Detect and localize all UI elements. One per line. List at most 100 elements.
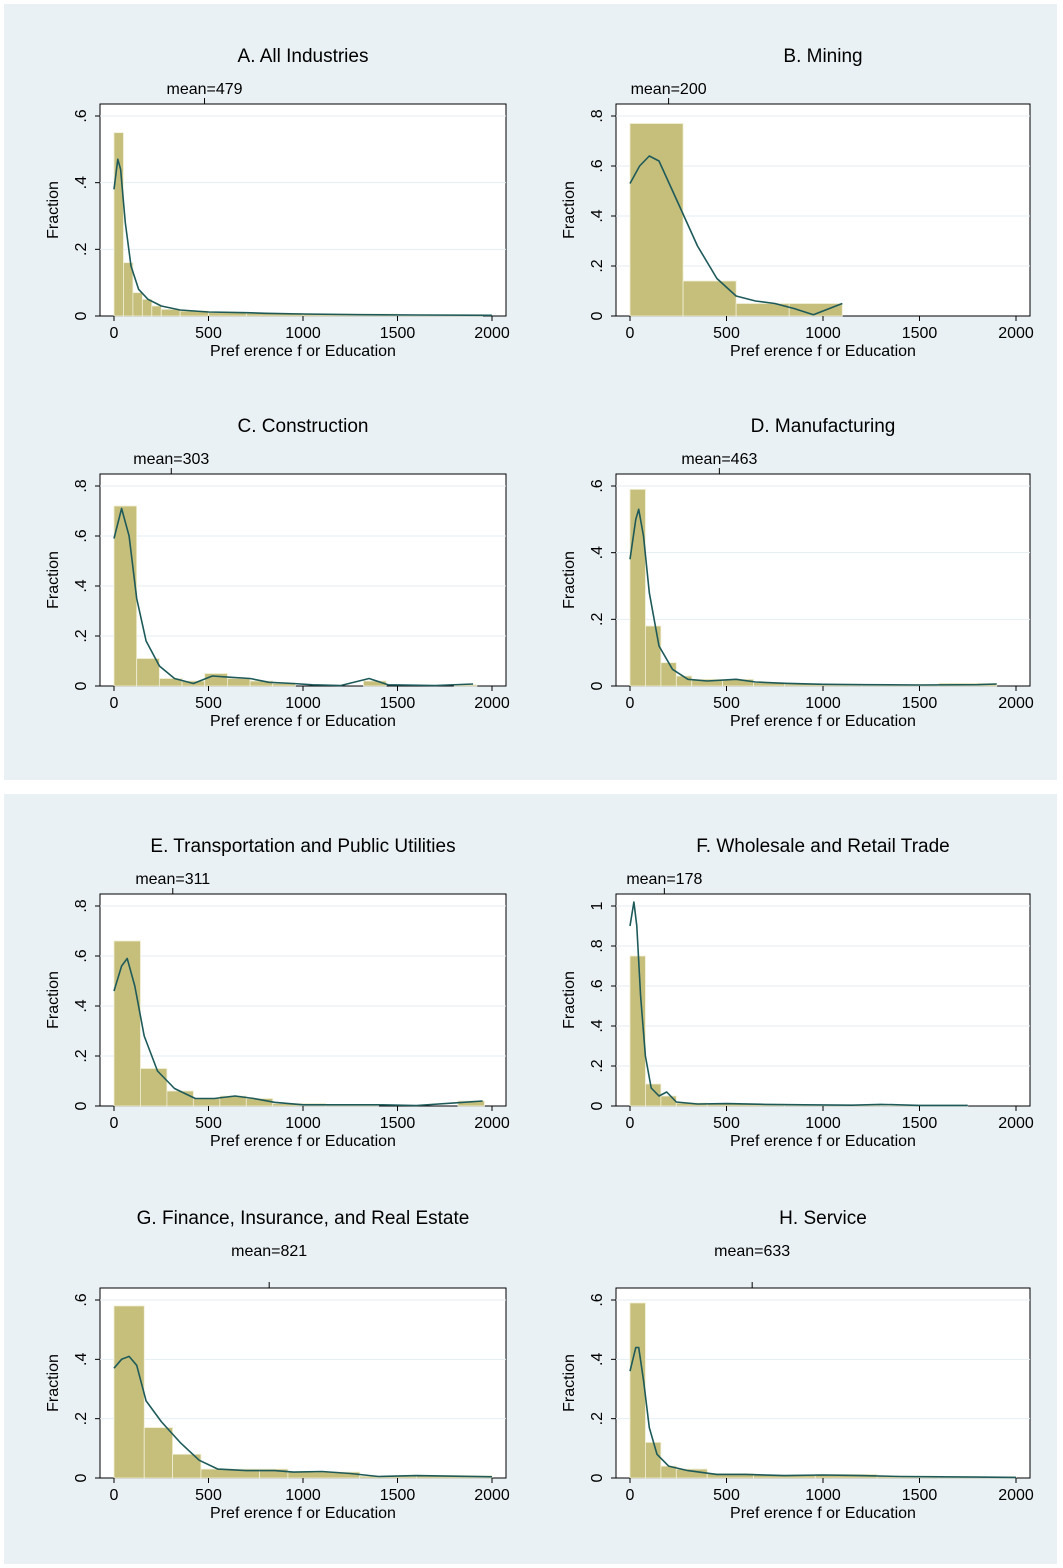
- y-tick-label: 0: [589, 681, 606, 690]
- y-tick-label: .2: [589, 1412, 606, 1425]
- x-tick-label: 2000: [474, 325, 510, 342]
- chart-4: 0 .2 .4 .6 0 500 1000 1500 2000 Pref erence f or …: [561, 416, 1034, 730]
- histogram-bar: [143, 1427, 173, 1479]
- y-tick-label: .2: [73, 1049, 90, 1062]
- x-tick-label: 1500: [380, 1487, 416, 1504]
- y-tick-label: .4: [589, 546, 606, 559]
- chart-8: 0 .2 .4 .6 0 500 1000 1500 2000 Pref erence f or …: [561, 1208, 1034, 1522]
- histogram-bar: [226, 678, 251, 687]
- x-tick-label: 2000: [998, 1487, 1034, 1504]
- y-tick-label: .2: [589, 1059, 606, 1072]
- y-tick-label: 0: [589, 1473, 606, 1482]
- x-tick-label: 0: [626, 695, 635, 712]
- chart-6: 0 .2 .4 .6 .8 1 0 500 1000 1500 2000 Pref erence f …: [561, 836, 1034, 1150]
- x-tick-label: 1500: [380, 695, 416, 712]
- y-tick-label: .8: [73, 899, 90, 912]
- histogram-bar: [123, 262, 134, 317]
- x-tick-label: 0: [110, 325, 119, 342]
- mean-label: mean=303: [133, 451, 209, 468]
- chart-title: B. Mining: [783, 46, 862, 67]
- histogram-bar: [166, 1090, 194, 1107]
- histogram-bar: [113, 940, 141, 1107]
- density-curve: [629, 1346, 1017, 1479]
- histogram-bar: [151, 305, 162, 317]
- chart-title: A. All Industries: [238, 46, 369, 67]
- chart-title: H. Service: [779, 1208, 867, 1229]
- y-tick-label: .6: [589, 979, 606, 992]
- x-tick-label: 500: [713, 1115, 740, 1132]
- y-tick-label: .4: [73, 1353, 90, 1366]
- y-tick-label: .8: [589, 939, 606, 952]
- y-tick-label: 0: [73, 1473, 90, 1482]
- x-axis-label: Pref erence f or Education: [730, 713, 916, 730]
- x-tick-label: 500: [195, 695, 222, 712]
- plot-area: [615, 473, 1031, 687]
- histogram-bar: [204, 673, 228, 687]
- x-tick-label: 1500: [902, 325, 938, 342]
- y-axis-label: Fraction: [561, 551, 578, 609]
- y-tick-label: .2: [73, 1412, 90, 1425]
- plot-area: [99, 473, 507, 687]
- y-tick-label: .4: [589, 1019, 606, 1032]
- chart-5: 0 .2 .4 .6 .8 0 500 1000 1500 2000 Pref erence f o…: [45, 836, 510, 1150]
- histogram-bar: [629, 123, 684, 317]
- x-tick-label: 0: [110, 1115, 119, 1132]
- chart-title: D. Manufacturing: [751, 416, 896, 437]
- x-tick-label: 1500: [902, 1115, 938, 1132]
- x-axis-label: Pref erence f or Education: [730, 1505, 916, 1522]
- x-tick-label: 500: [713, 1487, 740, 1504]
- y-tick-label: .4: [589, 1353, 606, 1366]
- x-tick-label: 500: [195, 1487, 222, 1504]
- histogram-bar: [141, 298, 153, 317]
- y-tick-label: .8: [589, 109, 606, 122]
- x-tick-label: 0: [110, 695, 119, 712]
- x-tick-label: 1500: [902, 1487, 938, 1504]
- mean-label: mean=200: [631, 81, 707, 98]
- x-tick-label: 1500: [380, 1115, 416, 1132]
- y-axis-label: Fraction: [561, 971, 578, 1029]
- y-axis-label: Fraction: [561, 181, 578, 239]
- y-axis-label: Fraction: [45, 551, 62, 609]
- x-tick-label: 2000: [474, 1487, 510, 1504]
- histogram-bar: [645, 1442, 662, 1479]
- histogram-bar: [113, 505, 138, 687]
- density-curve: [113, 1355, 493, 1478]
- x-tick-label: 2000: [474, 1115, 510, 1132]
- density-curve: [113, 957, 483, 1107]
- x-axis-label: Pref erence f or Education: [730, 343, 916, 360]
- chart-2: 0 .2 .4 .6 .8 0 500 1000 1500 2000 Pref erence f o…: [561, 46, 1034, 360]
- y-tick-label: .6: [589, 479, 606, 492]
- x-axis-label: Pref erence f or Education: [210, 343, 396, 360]
- x-tick-label: 500: [195, 1115, 222, 1132]
- mean-label: mean=463: [681, 451, 757, 468]
- histogram-bar: [132, 292, 143, 317]
- x-tick-label: 1000: [285, 325, 321, 342]
- y-tick-label: .6: [73, 109, 90, 122]
- x-tick-label: 1000: [285, 1487, 321, 1504]
- histogram-bar: [160, 308, 181, 317]
- x-axis-label: Pref erence f or Education: [730, 1133, 916, 1150]
- x-tick-label: 1000: [805, 325, 841, 342]
- density-curve: [629, 508, 997, 686]
- y-tick-label: 0: [589, 311, 606, 320]
- chart-1: 0 .2 .4 .6 0 500 1000 1500 2000 Pref erence f or …: [45, 46, 510, 360]
- plot-area: [99, 103, 507, 317]
- y-tick-label: 0: [589, 1101, 606, 1110]
- histogram-bar: [682, 280, 737, 317]
- x-axis-label: Pref erence f or Education: [210, 1505, 396, 1522]
- y-tick-label: .6: [589, 159, 606, 172]
- y-axis-label: Fraction: [45, 181, 62, 239]
- histogram-bar: [629, 1302, 646, 1479]
- x-tick-label: 1000: [285, 695, 321, 712]
- x-tick-label: 0: [626, 1115, 635, 1132]
- x-tick-label: 2000: [474, 695, 510, 712]
- y-tick-label: .2: [589, 613, 606, 626]
- x-tick-label: 0: [626, 325, 635, 342]
- y-tick-label: .6: [589, 1293, 606, 1306]
- histogram-bar: [645, 625, 662, 687]
- density-curve: [113, 158, 493, 317]
- y-tick-label: .2: [73, 243, 90, 256]
- y-axis-label: Fraction: [45, 1354, 62, 1412]
- plot-area: [615, 893, 1031, 1107]
